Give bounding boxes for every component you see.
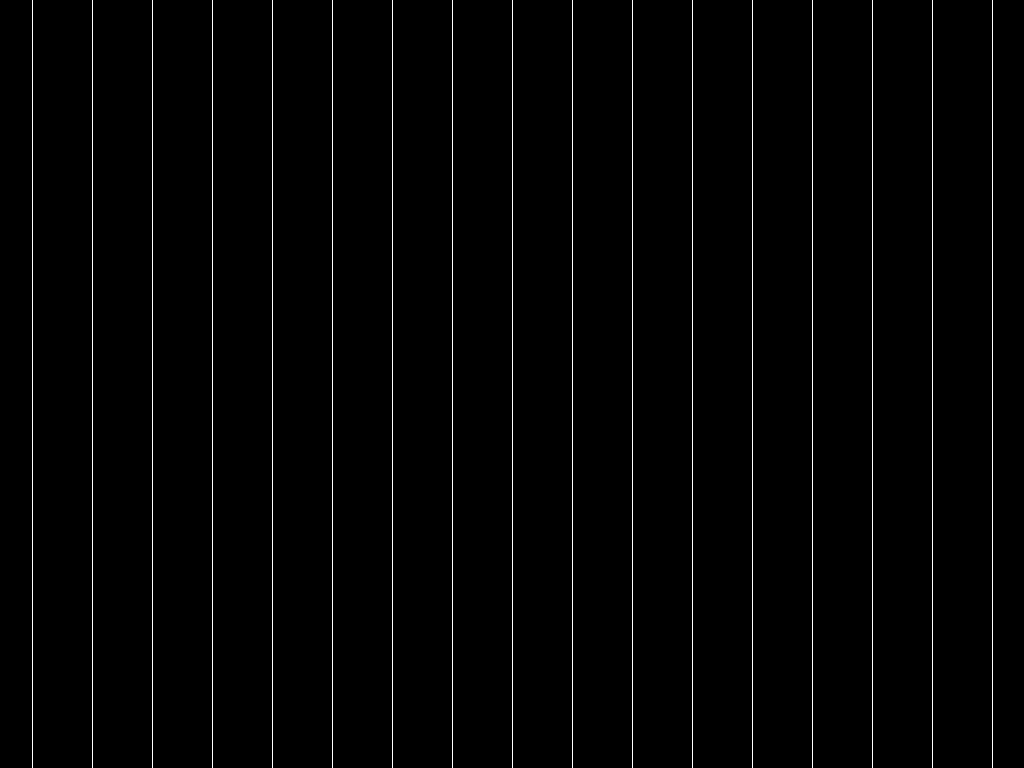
vertical-line: [572, 0, 573, 768]
vertical-line: [332, 0, 333, 768]
vertical-line: [152, 0, 153, 768]
vertical-line: [872, 0, 873, 768]
vertical-line: [692, 0, 693, 768]
vertical-line: [92, 0, 93, 768]
vertical-line: [212, 0, 213, 768]
vertical-line: [32, 0, 33, 768]
vertical-line: [392, 0, 393, 768]
stripe-pattern: [0, 0, 1024, 768]
vertical-line: [752, 0, 753, 768]
vertical-line: [272, 0, 273, 768]
vertical-line: [812, 0, 813, 768]
vertical-line: [932, 0, 933, 768]
vertical-line: [512, 0, 513, 768]
vertical-line: [452, 0, 453, 768]
vertical-line: [632, 0, 633, 768]
vertical-line: [992, 0, 993, 768]
